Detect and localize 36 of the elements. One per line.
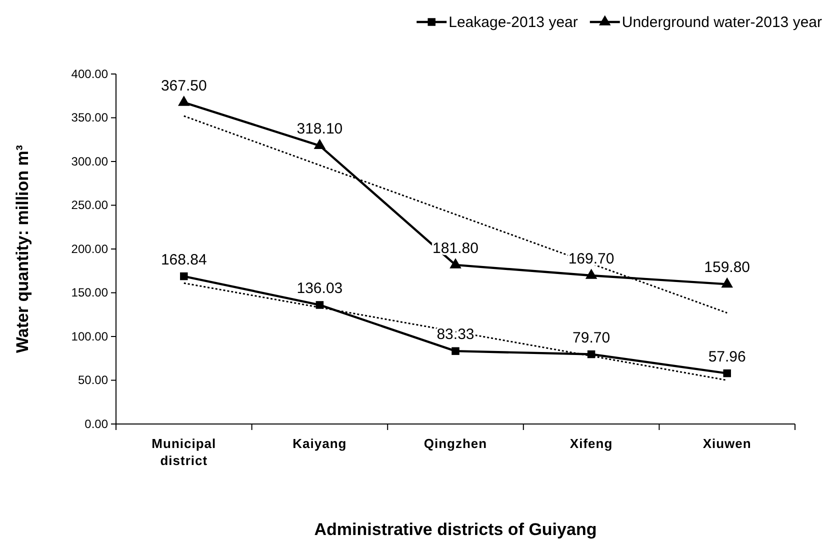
data-label: 159.80 <box>704 259 750 276</box>
point <box>452 347 460 355</box>
data-label: 136.03 <box>296 280 343 297</box>
data-label: 57.96 <box>708 348 746 366</box>
point <box>585 268 598 279</box>
point <box>587 350 596 358</box>
data-label: 367.50 <box>160 77 207 94</box>
x-tick-label: Municipal district <box>152 436 216 468</box>
data-label: 318.10 <box>296 120 343 138</box>
legend-label: Underground water-2013 year <box>622 14 822 31</box>
y-tick-label: 350.00 <box>71 110 108 125</box>
point <box>178 96 190 106</box>
data-label: 79.70 <box>572 329 610 346</box>
x-axis-title: Administrative districts of Guiyang <box>314 520 597 539</box>
point <box>316 301 324 309</box>
y-tick-label: 150.00 <box>71 286 108 300</box>
y-tick-label: 300.00 <box>71 154 108 168</box>
y-tick-label: 250.00 <box>71 198 108 212</box>
y-tick-label: 0.00 <box>84 416 108 431</box>
legend-label: Leakage-2013 year <box>448 14 578 31</box>
point <box>450 258 462 268</box>
point <box>721 277 733 288</box>
y-tick-label: 100.00 <box>71 329 108 344</box>
y-axis-title: Water quantity: million m³ <box>13 144 32 354</box>
x-tick-label: Qingzhen <box>424 436 488 451</box>
y-tick-label: 400.00 <box>71 66 108 81</box>
point <box>723 369 731 378</box>
x-tick-label: Xiuwen <box>702 436 752 451</box>
point <box>180 272 188 280</box>
data-label: 83.33 <box>436 326 474 344</box>
point <box>314 138 326 150</box>
data-label: 168.84 <box>160 251 207 268</box>
x-tick-label: Xifeng <box>570 436 613 451</box>
y-tick-label: 50.00 <box>78 373 108 388</box>
x-tick-label: Kaiyang <box>292 436 347 451</box>
y-tick-label: 200.00 <box>71 242 108 256</box>
